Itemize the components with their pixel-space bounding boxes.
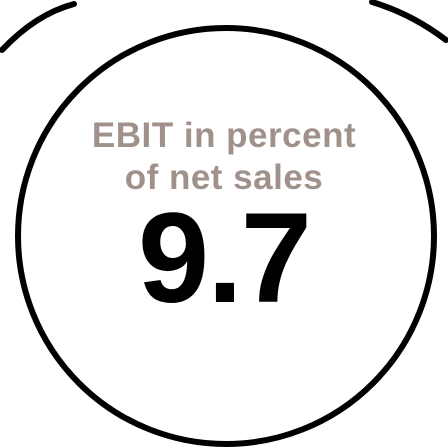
kpi-label-line-1: EBIT in percent [91, 116, 357, 155]
corner-arc-right [369, 0, 448, 43]
kpi-value: 9.7 [138, 187, 312, 330]
corner-arc-left [0, 1, 77, 53]
kpi-ring [15, 25, 437, 447]
kpi-label-line-2: of net sales [124, 158, 324, 197]
